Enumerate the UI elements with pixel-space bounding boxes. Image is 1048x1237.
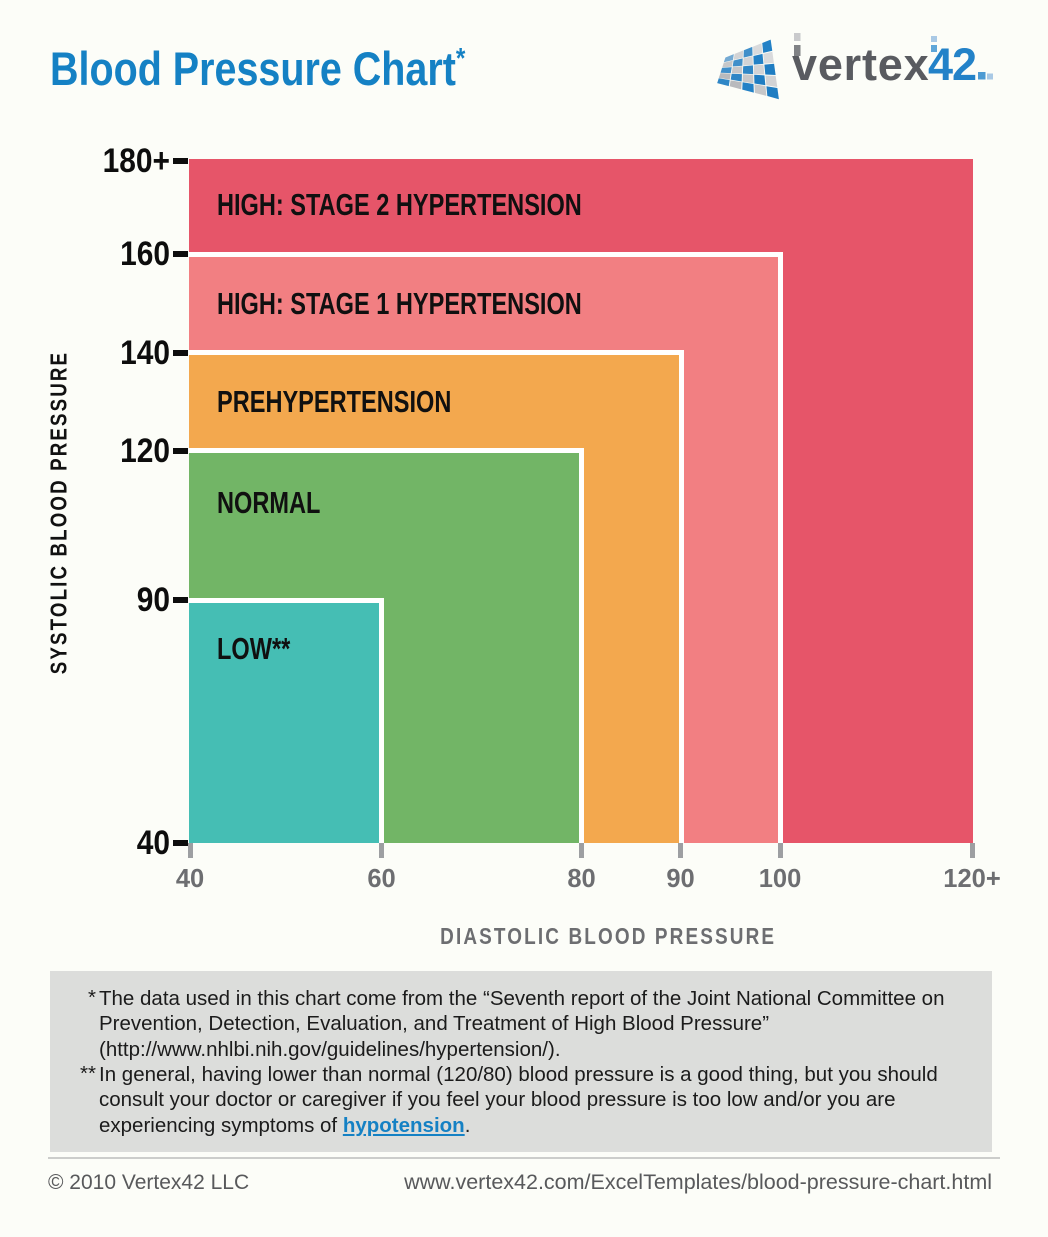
svg-text:vertex: vertex [792, 39, 929, 90]
